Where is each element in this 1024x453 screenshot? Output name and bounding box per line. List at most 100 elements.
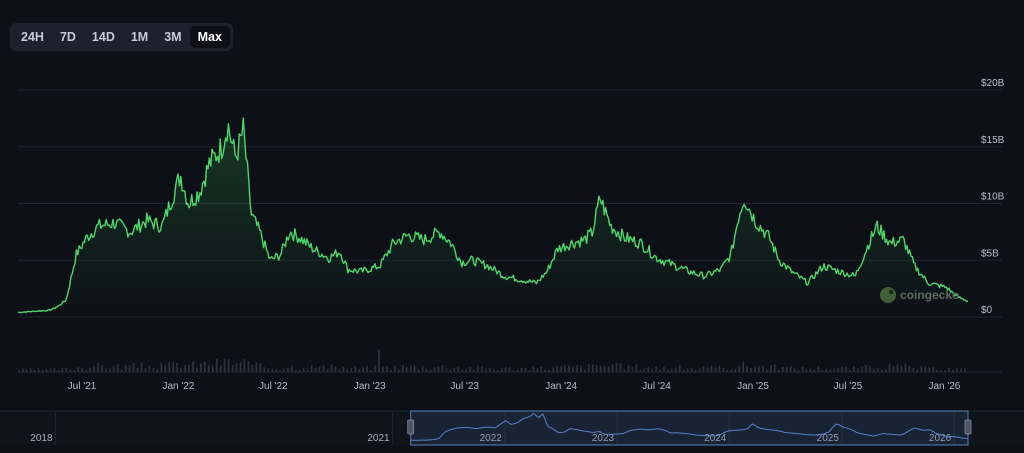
volume-bar bbox=[801, 367, 804, 372]
navigator-tick-label: 2022 bbox=[480, 433, 503, 444]
volume-bar bbox=[785, 366, 788, 372]
volume-bar bbox=[473, 369, 475, 372]
volume-bar bbox=[825, 368, 828, 372]
volume-bar bbox=[789, 366, 792, 372]
volume-bar bbox=[441, 365, 444, 372]
volume-bar bbox=[53, 368, 56, 372]
range-button-24h[interactable]: 24H bbox=[21, 30, 44, 44]
watermark-text: coingecko bbox=[900, 288, 959, 302]
volume-bar bbox=[322, 365, 325, 372]
volume-bar bbox=[718, 366, 721, 372]
volume-bar bbox=[374, 365, 376, 372]
volume-bar bbox=[366, 365, 368, 372]
volume-bar bbox=[845, 366, 847, 372]
volume-bar bbox=[215, 358, 218, 372]
volume-bar bbox=[552, 367, 554, 372]
volume-bar bbox=[861, 367, 863, 372]
volume-bar bbox=[29, 368, 32, 372]
volume-bar bbox=[952, 369, 954, 372]
volume-bar bbox=[65, 368, 68, 372]
volume-bar bbox=[778, 369, 780, 372]
y-tick-label: $15B bbox=[981, 135, 1005, 146]
volume-bar bbox=[750, 367, 752, 372]
volume-bar bbox=[176, 363, 178, 372]
volume-bar bbox=[330, 364, 333, 372]
volume-bar bbox=[853, 366, 855, 372]
volume-bar bbox=[754, 366, 756, 372]
range-button-1m[interactable]: 1M bbox=[130, 30, 149, 44]
volume-bar bbox=[326, 369, 329, 372]
volume-bar bbox=[200, 363, 202, 372]
volume-bar bbox=[829, 369, 832, 372]
volume-bar bbox=[544, 369, 547, 372]
y-tick-label: $20B bbox=[981, 78, 1005, 89]
volume-bar bbox=[900, 366, 903, 372]
volume-bar bbox=[433, 367, 436, 372]
volume-bar bbox=[334, 366, 337, 372]
volume-bar bbox=[611, 364, 614, 372]
volume-bar bbox=[572, 366, 574, 372]
volume-bar bbox=[698, 368, 701, 372]
volume-bar bbox=[936, 369, 938, 372]
volume-bar bbox=[865, 364, 867, 372]
volume-bar bbox=[564, 365, 566, 372]
volume-bar bbox=[295, 369, 297, 372]
volume-bar bbox=[964, 368, 966, 372]
navigator-left-handle[interactable] bbox=[407, 419, 415, 435]
navigator-right-handle[interactable] bbox=[964, 419, 972, 435]
x-tick-label: Jan '25 bbox=[737, 381, 769, 392]
volume-bar bbox=[120, 369, 123, 372]
volume-bar bbox=[888, 363, 891, 372]
volume-bar bbox=[481, 366, 483, 372]
x-tick-label: Jul '23 bbox=[450, 381, 479, 392]
volume-bar bbox=[124, 364, 127, 372]
volume-bar bbox=[548, 370, 550, 372]
volume-bar bbox=[912, 367, 915, 372]
volume-bar bbox=[168, 362, 170, 372]
volume-bar bbox=[884, 369, 887, 372]
volume-bar bbox=[445, 368, 448, 372]
range-button-14d[interactable]: 14D bbox=[91, 30, 115, 44]
volume-bar bbox=[892, 365, 895, 372]
volume-bar bbox=[477, 365, 479, 372]
volume-bar bbox=[730, 369, 733, 372]
volume-bar bbox=[429, 369, 432, 372]
series-line bbox=[17, 117, 969, 314]
range-button-3m[interactable]: 3M bbox=[164, 30, 182, 44]
volume-bar bbox=[833, 368, 835, 372]
navigator-axis: 2018 2021 2022 2023 2024 2025 2026 bbox=[30, 411, 955, 445]
range-button-7d[interactable]: 7D bbox=[59, 30, 76, 44]
x-tick-label: Jan '24 bbox=[545, 381, 577, 392]
x-tick-label: Jul '24 bbox=[642, 381, 671, 392]
volume-bar bbox=[932, 366, 934, 372]
volume-bar bbox=[338, 369, 341, 372]
volume-bar bbox=[746, 366, 748, 372]
volume-bar bbox=[22, 368, 24, 372]
volume-bar bbox=[592, 364, 594, 372]
volume-bar bbox=[762, 365, 764, 372]
volume-bar bbox=[318, 366, 321, 372]
volume-bar bbox=[310, 365, 313, 372]
volume-bar bbox=[378, 349, 380, 372]
x-tick-label: Jul '25 bbox=[834, 381, 863, 392]
series-area-fill bbox=[18, 118, 968, 317]
volume-bar bbox=[421, 365, 424, 372]
volume-bar bbox=[908, 366, 911, 372]
range-button-max[interactable]: Max bbox=[189, 26, 230, 48]
volume-bar bbox=[370, 370, 372, 372]
volume-bar bbox=[243, 358, 246, 372]
volume-bar bbox=[813, 369, 816, 372]
volume-bar bbox=[694, 369, 697, 372]
volume-bar bbox=[164, 364, 167, 372]
volume-bar bbox=[279, 369, 281, 372]
volume-bar bbox=[920, 366, 923, 372]
volume-bar bbox=[702, 366, 705, 372]
volume-bar bbox=[140, 362, 143, 372]
volume-bar bbox=[346, 368, 349, 372]
volume-bar bbox=[734, 368, 737, 372]
volume-bar bbox=[599, 365, 602, 372]
volume-bar bbox=[504, 367, 507, 372]
navigator-selection[interactable] bbox=[410, 410, 969, 446]
volume-bar bbox=[461, 369, 463, 372]
volume-bar bbox=[93, 366, 95, 372]
